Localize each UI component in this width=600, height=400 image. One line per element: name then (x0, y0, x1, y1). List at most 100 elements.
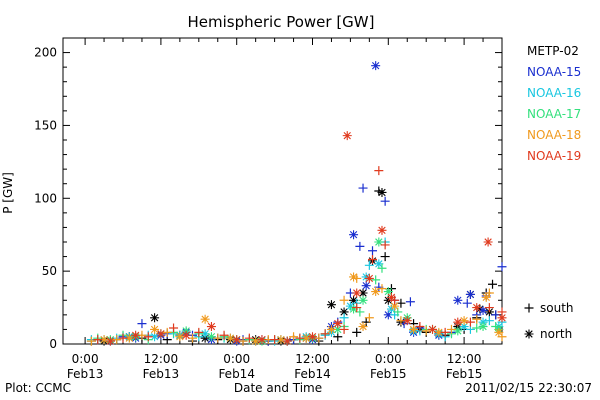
north-point (475, 304, 485, 314)
north-point (358, 322, 368, 332)
y-axis-label: P [GW] (1, 172, 15, 214)
legend-entry: NOAA-17 (527, 107, 581, 121)
south-point (472, 314, 482, 324)
north-point (200, 329, 210, 339)
north-point (494, 327, 504, 337)
x-axis-label: Date and Time (234, 381, 322, 395)
north-point (232, 335, 242, 345)
north-point (358, 295, 368, 305)
x-tick-time-label: 12:00 (447, 352, 482, 366)
north-point (377, 187, 387, 197)
data-marks (86, 61, 507, 346)
south-point (137, 319, 147, 329)
north-point (374, 259, 384, 269)
south-point (368, 254, 378, 264)
north-point (276, 335, 286, 345)
south-point (380, 240, 390, 250)
x-tick-date-label: Feb15 (370, 367, 407, 381)
x-tick-time-label: 12:00 (295, 352, 330, 366)
south-point (358, 183, 368, 193)
south-point (295, 333, 305, 343)
x-tick-date-label: Feb14 (294, 367, 331, 381)
axes-group: 0501001502000:00Feb1312:00Feb130:00Feb14… (34, 37, 503, 381)
north-point (377, 225, 387, 235)
south-point (484, 303, 494, 313)
south-point (488, 279, 498, 289)
x-tick-time-label: 0:00 (375, 352, 402, 366)
y-tick-label: 150 (34, 118, 57, 132)
north-point (105, 336, 115, 346)
x-tick-time-label: 12:00 (144, 352, 179, 366)
south-point (465, 317, 475, 327)
south-point (270, 335, 280, 345)
south-point (440, 327, 450, 337)
north-point (308, 332, 318, 342)
north-point (150, 313, 160, 323)
x-tick-date-label: Feb13 (67, 367, 104, 381)
legend-entry: NOAA-18 (527, 128, 581, 142)
south-point (238, 336, 248, 346)
south-point (484, 316, 494, 326)
north-point (150, 332, 160, 342)
north-point (352, 288, 362, 298)
north-point (374, 237, 384, 247)
north-point (459, 322, 469, 332)
north-point (390, 301, 400, 311)
south-point (320, 329, 330, 339)
south-point (289, 332, 299, 342)
north-point (478, 305, 488, 315)
north-point (326, 324, 336, 334)
north-point (257, 335, 267, 345)
south-point (497, 262, 507, 272)
y-tick-label: 200 (34, 46, 57, 60)
north-point (481, 292, 491, 302)
north-point (342, 131, 352, 141)
x-tick-date-label: Feb13 (143, 367, 180, 381)
north-point (181, 330, 191, 340)
legend-plus-marker (524, 303, 534, 313)
north-point (206, 322, 216, 332)
north-point (131, 330, 141, 340)
legend-marker-label: north (540, 327, 572, 341)
south-point (462, 298, 472, 308)
legend-entry: NOAA-15 (527, 65, 581, 79)
north-point (371, 287, 381, 297)
south-point (415, 322, 425, 332)
north-point (200, 314, 210, 324)
y-tick-label: 0 (49, 337, 57, 351)
south-point (355, 241, 365, 251)
south-point (112, 335, 122, 345)
south-point (143, 332, 153, 342)
x-tick-time-label: 0:00 (223, 352, 250, 366)
north-point (364, 273, 374, 283)
legend: METP-02 NOAA-15 NOAA-16 NOAA-17 NOAA-18 NOAA-… (524, 44, 581, 341)
north-point (497, 313, 507, 323)
north-point (361, 272, 371, 282)
north-point (333, 324, 343, 334)
south-point (244, 333, 254, 343)
north-point (339, 307, 349, 317)
south-point (371, 275, 381, 285)
y-tick-label: 50 (42, 264, 57, 278)
south-point (364, 313, 374, 323)
plot-timestamp: 2011/02/15 22:30:07 (465, 381, 592, 395)
north-point (483, 237, 493, 247)
south-point (169, 323, 179, 333)
south-point (194, 327, 204, 337)
south-point (162, 327, 172, 337)
north-point (156, 329, 166, 339)
south-point (446, 324, 456, 334)
north-point (402, 316, 412, 326)
north-point (150, 324, 160, 334)
north-point (326, 300, 336, 310)
south-point (339, 295, 349, 305)
south-point (213, 333, 223, 343)
north-point (282, 336, 292, 346)
north-point (465, 289, 475, 299)
south-point (352, 303, 362, 313)
north-point (124, 333, 134, 343)
north-point (371, 61, 381, 71)
south-point (352, 327, 362, 337)
south-point (380, 252, 390, 262)
north-point (349, 304, 359, 314)
